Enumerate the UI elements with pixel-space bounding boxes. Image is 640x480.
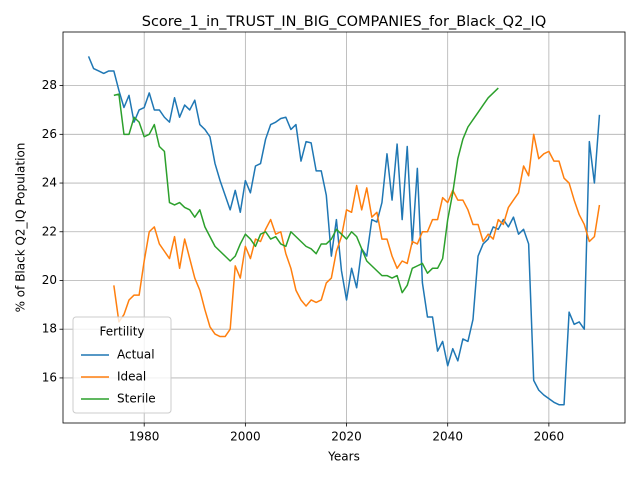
y-tick-label: 20 xyxy=(42,273,57,287)
series-line xyxy=(87,56,601,406)
x-tick-label: 2040 xyxy=(432,430,463,444)
legend-label: Ideal xyxy=(117,370,146,384)
x-tick-label: 2020 xyxy=(331,430,362,444)
legend-label: Actual xyxy=(117,348,155,362)
series-line xyxy=(113,133,601,338)
y-tick-label: 22 xyxy=(42,224,57,238)
x-tick-label: 2060 xyxy=(534,430,565,444)
legend: Fertility Actual Ideal Sterile xyxy=(72,316,172,414)
series-line xyxy=(113,87,499,294)
y-tick-label: 16 xyxy=(42,370,57,384)
plot-frame xyxy=(62,31,626,424)
y-tick-label: 18 xyxy=(42,322,57,336)
y-tick-label: 24 xyxy=(42,176,57,190)
y-tick-label: 26 xyxy=(42,127,57,141)
y-axis-label: % of Black Q2_IQ Population xyxy=(14,143,28,313)
x-tick-label: 1980 xyxy=(129,430,160,444)
x-axis-label: Years xyxy=(327,450,360,464)
legend-title: Fertility xyxy=(99,325,144,339)
legend-label: Sterile xyxy=(117,392,156,406)
legend-box xyxy=(72,316,172,414)
y-tick-label: 28 xyxy=(42,78,57,92)
x-tick-label: 2000 xyxy=(230,430,261,444)
chart-title: Score_1_in_TRUST_IN_BIG_COMPANIES_for_Bl… xyxy=(142,14,547,30)
